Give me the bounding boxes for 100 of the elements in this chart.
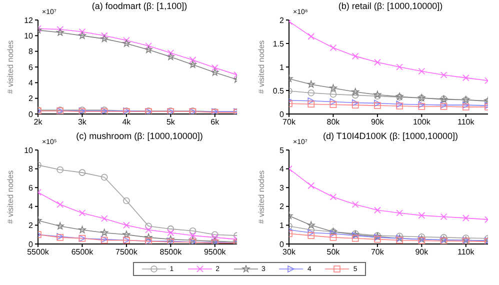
point <box>462 214 470 222</box>
point <box>462 104 470 110</box>
y-tick-label: 0 <box>28 110 34 119</box>
y-tick-label: 0 <box>28 240 34 249</box>
point <box>330 194 337 200</box>
y-tick-label: 8 <box>28 164 34 174</box>
point <box>462 74 470 82</box>
y-tick-label: 1 <box>280 221 285 230</box>
x-tick-label: 70k <box>282 118 296 127</box>
point <box>100 174 108 181</box>
point <box>330 234 337 241</box>
x-tick-label: 3k <box>78 118 88 127</box>
point <box>307 80 315 88</box>
y-tick-label: 2 <box>28 221 34 230</box>
point <box>100 215 108 222</box>
point <box>78 32 86 39</box>
chart-title: (c) mushroom (β: [1000,10000]) <box>76 131 203 141</box>
y-tick-label: 1 <box>280 62 285 72</box>
point <box>167 50 174 56</box>
point <box>352 92 359 99</box>
y-tick-label: 2 <box>28 94 34 104</box>
y-tick-label: 12 <box>24 16 34 25</box>
chart-title: (a) foodmart (β: [1,100]) <box>92 1 188 11</box>
point <box>396 64 403 70</box>
point <box>352 99 359 106</box>
x-tick-label: 100k <box>412 118 432 127</box>
y-tick-label: 4 <box>280 164 285 174</box>
y-axis-title: # visited nodes <box>256 170 266 224</box>
x-tick-label: 8500k <box>160 248 183 257</box>
point <box>374 58 381 66</box>
point <box>308 33 315 40</box>
y-tick-label: 6 <box>28 62 34 72</box>
point <box>418 212 426 219</box>
x-tick-label: 70k <box>370 248 385 257</box>
chart-title: (b) retail (β: [1000,10000]) <box>338 1 443 11</box>
y-axis-title: # visited nodes <box>6 40 15 94</box>
point <box>78 210 86 216</box>
x-tick-label: 9500k <box>204 248 227 257</box>
y-tick-label: 6 <box>28 183 34 192</box>
y-tick-label: 8 <box>28 47 34 56</box>
point <box>167 229 174 236</box>
point <box>374 206 381 214</box>
y-tick-label: 2 <box>280 16 285 25</box>
x-tick-label: 90k <box>415 248 430 257</box>
point <box>211 68 219 76</box>
point <box>329 84 337 92</box>
point <box>189 56 196 64</box>
point <box>166 235 174 243</box>
point <box>308 226 315 234</box>
x-tick-label: 6k <box>210 118 220 127</box>
point <box>189 227 196 234</box>
point <box>100 228 108 236</box>
point <box>122 230 130 238</box>
point <box>308 100 315 108</box>
x-tick-label: 90k <box>370 118 385 127</box>
point <box>330 44 337 52</box>
y-tick-label: 0 <box>280 240 285 249</box>
point <box>211 231 218 238</box>
point <box>440 72 448 78</box>
point <box>100 34 108 42</box>
x-tick-label: 6500k <box>71 248 94 257</box>
point <box>418 68 426 75</box>
point <box>145 226 152 234</box>
x-tick-label: 2k <box>34 118 44 127</box>
x-tick-label: 80k <box>326 118 341 127</box>
point <box>352 102 359 108</box>
point <box>144 234 152 241</box>
y-tick-label: 4 <box>28 78 34 88</box>
x-tick-label: 5k <box>166 118 176 127</box>
point <box>308 232 315 239</box>
point <box>418 233 426 240</box>
y-tick-label: 2 <box>280 202 285 212</box>
point <box>78 226 86 234</box>
point <box>211 64 218 72</box>
point <box>78 169 86 176</box>
point <box>56 166 64 174</box>
point <box>308 182 315 190</box>
point <box>396 210 403 216</box>
point <box>374 102 381 109</box>
point <box>123 197 130 204</box>
point <box>374 100 381 107</box>
point <box>167 226 174 232</box>
point <box>352 234 359 242</box>
point <box>145 42 152 50</box>
point <box>352 201 359 208</box>
point <box>145 222 152 230</box>
point <box>352 88 360 96</box>
point <box>56 28 64 36</box>
point <box>56 201 64 208</box>
x-tick-label: 110k <box>458 118 476 127</box>
point <box>308 229 315 236</box>
point <box>144 46 152 53</box>
x-tick-label: 5500k <box>27 248 50 257</box>
point <box>166 52 174 60</box>
x-tick-label: 50k <box>326 248 341 257</box>
point <box>308 97 315 104</box>
point <box>189 60 197 68</box>
y-tick-label: 0 <box>280 110 285 119</box>
point <box>78 28 86 36</box>
point <box>418 103 426 110</box>
